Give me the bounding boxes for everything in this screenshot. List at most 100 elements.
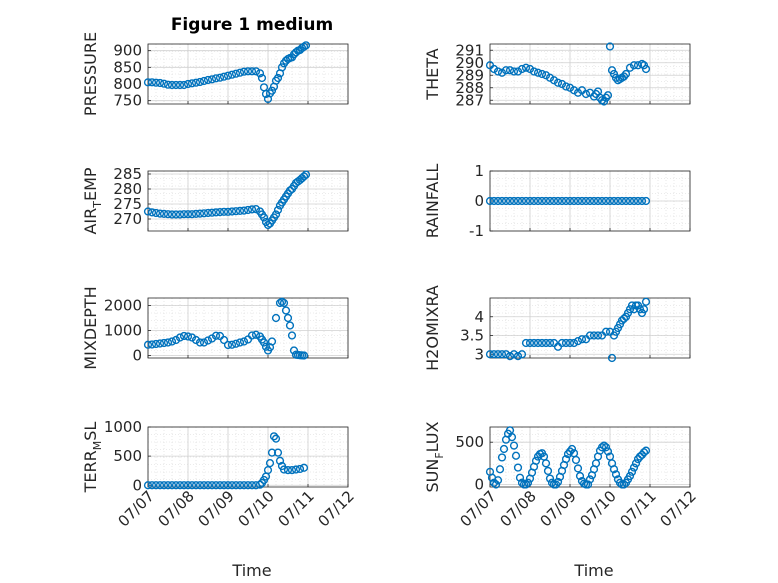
data-point xyxy=(641,446,651,455)
data-point xyxy=(215,208,225,217)
data-point xyxy=(597,196,607,206)
data-point xyxy=(235,338,245,347)
data-point xyxy=(625,63,635,72)
data-point xyxy=(171,210,181,219)
data-point xyxy=(601,196,611,206)
data-point xyxy=(511,451,521,460)
data-point xyxy=(499,444,509,454)
data-point xyxy=(227,70,237,79)
data-point xyxy=(279,465,289,474)
data-point xyxy=(187,481,197,490)
data-point xyxy=(259,213,269,222)
data-point xyxy=(603,447,613,456)
data-point xyxy=(159,79,169,88)
data-point xyxy=(485,196,495,206)
data-point xyxy=(231,481,241,490)
data-point xyxy=(611,470,621,479)
y-tick-label: 285 xyxy=(113,165,142,183)
axes-box xyxy=(489,297,691,359)
y-tick-label: 2000 xyxy=(104,297,142,315)
data-point xyxy=(509,196,519,206)
data-point xyxy=(589,331,599,340)
data-point xyxy=(151,78,161,87)
y-tick-label: 750 xyxy=(113,92,142,110)
y-tick-label: 275 xyxy=(113,195,142,213)
data-point xyxy=(211,331,221,340)
data-point xyxy=(271,210,281,219)
data-point xyxy=(493,350,503,359)
data-point xyxy=(251,330,261,339)
data-point xyxy=(155,209,165,218)
data-point xyxy=(513,196,523,206)
data-point xyxy=(621,196,631,206)
data-point xyxy=(545,338,555,348)
data-point xyxy=(203,336,213,345)
data-point xyxy=(553,477,563,487)
data-point xyxy=(283,313,293,323)
data-point xyxy=(625,471,635,481)
data-point xyxy=(143,481,153,490)
data-point xyxy=(279,298,289,308)
data-point xyxy=(251,67,261,76)
data-point xyxy=(585,331,595,340)
data-point xyxy=(163,481,173,490)
data-point xyxy=(501,350,511,359)
data-point xyxy=(223,481,233,490)
data-point xyxy=(561,338,571,348)
data-point xyxy=(613,196,623,206)
data-point xyxy=(183,210,193,219)
data-point xyxy=(573,337,583,346)
data-point xyxy=(199,209,209,218)
y-tick-label: 280 xyxy=(113,180,142,198)
data-point xyxy=(573,196,583,206)
data-point xyxy=(641,196,651,206)
data-point xyxy=(243,481,253,490)
y-axis-label-rest: EMP xyxy=(81,167,100,201)
data-point xyxy=(601,443,611,452)
data-point xyxy=(641,297,651,306)
y-tick-label: 3.5 xyxy=(460,327,484,345)
data-point xyxy=(489,64,499,74)
data-point xyxy=(553,196,563,206)
data-point xyxy=(625,196,635,206)
data-point xyxy=(507,433,517,442)
y-tick-label: 500 xyxy=(455,433,484,451)
data-point xyxy=(227,207,237,216)
data-point xyxy=(171,481,181,490)
data-point xyxy=(495,465,505,474)
data-point xyxy=(199,76,209,86)
data-point xyxy=(497,453,507,462)
data-point xyxy=(545,196,555,206)
data-point xyxy=(179,331,189,341)
data-point xyxy=(533,196,543,206)
data-point xyxy=(629,463,639,472)
data-point xyxy=(235,481,245,490)
data-point xyxy=(195,77,205,87)
data-point xyxy=(171,80,181,90)
data-point xyxy=(179,481,189,490)
y-axis-label: AIRTEMP xyxy=(81,167,104,234)
data-point xyxy=(633,196,643,206)
data-point xyxy=(191,78,201,87)
y-tick-label: 0 xyxy=(132,476,142,494)
data-point xyxy=(203,75,213,85)
data-point xyxy=(211,208,221,217)
data-point xyxy=(537,338,547,348)
data-point xyxy=(235,206,245,216)
y-tick-label: 270 xyxy=(113,210,142,228)
data-point xyxy=(533,338,543,348)
data-point xyxy=(639,305,649,314)
data-point xyxy=(501,66,511,75)
data-point xyxy=(223,340,233,350)
data-point xyxy=(497,68,507,77)
data-point xyxy=(529,196,539,206)
data-point xyxy=(151,339,161,349)
data-point xyxy=(247,481,257,490)
data-point xyxy=(203,208,213,218)
data-point xyxy=(561,196,571,206)
data-point xyxy=(267,86,277,95)
